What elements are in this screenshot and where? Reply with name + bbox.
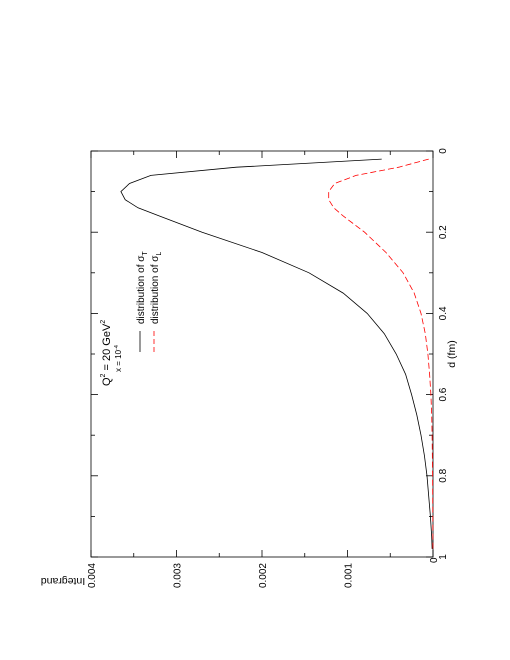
y-tick-label: 0.002 [258,563,269,588]
x-tick-label: 0 [438,148,449,154]
x-tick-label: 0.2 [438,225,449,239]
x-tick-label: 0.8 [438,468,449,482]
x-axis-title: d (fm) [446,340,458,367]
annotation: Q2 = 20 GeV2 x = 10-4 [100,320,123,386]
x-value-label: x = 10-4 [114,345,123,372]
y-tick-label: 0 [429,557,440,563]
y-axis-title: Integrand [41,575,86,587]
y-tick-label: 0.001 [344,563,355,588]
q-squared-label: Q2 = 20 GeV2 [100,320,113,386]
series-layer [120,158,434,549]
y-tick-label: 0.003 [173,563,184,588]
series-line-sigma-l [328,158,434,549]
x-tick-label: 1 [438,554,449,560]
legend-label-sigma-t: distribution of σT [136,251,149,324]
x-tick-label: 0.6 [438,387,449,401]
x-tick-label: 0.4 [438,306,449,320]
y-tick-label: 0.004 [87,563,98,588]
plot-frame [90,150,434,558]
series-line-sigma-t [120,158,433,549]
legend: distribution of σT distribution of σL [136,251,163,352]
legend-label-sigma-l: distribution of σL [150,252,163,324]
